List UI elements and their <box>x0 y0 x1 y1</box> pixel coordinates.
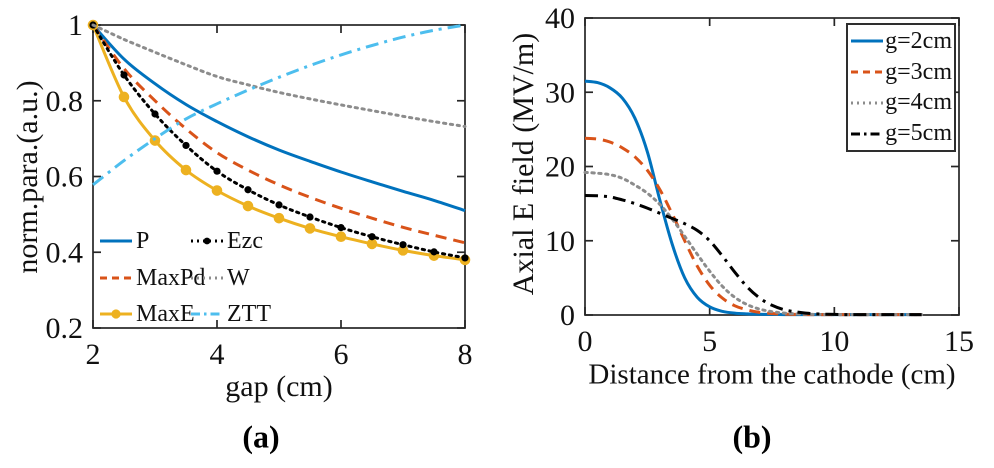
series-marker-MaxE <box>335 231 347 243</box>
series-marker-MaxE <box>149 135 161 146</box>
legend-item-P: P <box>99 223 149 259</box>
series-marker-Ezc <box>337 224 345 232</box>
y-tick-label-b: 30 <box>545 76 575 109</box>
series-line-W <box>91 23 467 128</box>
y-tick-label-b: 10 <box>545 225 575 258</box>
legend-label-W: W <box>227 264 250 291</box>
legend-sample-MaxE <box>100 309 132 319</box>
legend-b: g=2cm g=3cm g=4cm g=5cm <box>846 23 956 152</box>
legend-label-MaxPd: MaxPd <box>136 264 206 291</box>
legend-item-ZTT: ZTT <box>190 296 271 332</box>
caption-a: (a) <box>242 418 280 455</box>
legend-item-g=3cm: g=3cm <box>850 57 952 87</box>
legend-item-Ezc: Ezc <box>190 223 263 259</box>
y-axis-label-b: Axial E field (MV/m) <box>507 32 540 296</box>
legend-sample-g=3cm <box>851 70 883 74</box>
legend-sample-P <box>100 239 132 243</box>
plot-area-a: 2 4 6 8 0.2 0.4 0.6 0.8 1 <box>46 9 473 371</box>
y-tick-label-a: 0.8 <box>46 85 84 118</box>
legend-label-g=5cm: g=5cm <box>885 120 952 147</box>
series-marker-Ezc <box>399 241 407 249</box>
legend-label-P: P <box>136 227 150 254</box>
series-marker-MaxE <box>273 212 285 224</box>
x-tick-label-b: 15 <box>944 325 974 358</box>
series-line-ZTT <box>92 23 466 186</box>
y-tick-label-a: 0.2 <box>46 312 84 345</box>
legend-item-MaxPd: MaxPd <box>99 260 205 296</box>
series-marker-Ezc <box>182 141 190 150</box>
series-marker-Ezc <box>430 248 438 256</box>
x-tick-label-b: 10 <box>819 325 849 358</box>
series-marker-Ezc <box>368 233 376 241</box>
legend-item-g=2cm: g=2cm <box>850 26 952 56</box>
series-marker-MaxE <box>242 200 254 212</box>
y-tick-label-a: 0.4 <box>46 236 84 269</box>
legend-item-MaxE: MaxE <box>99 296 195 332</box>
y-tick-label-a: 0.6 <box>46 161 84 194</box>
series-marker-Ezc <box>213 167 221 175</box>
legend-label-MaxE: MaxE <box>136 300 195 327</box>
legend-label-g=2cm: g=2cm <box>885 27 952 54</box>
series-line-P <box>91 23 466 213</box>
legend-sample-marker-Ezc <box>203 237 211 245</box>
plot-area-b: 0 5 10 15 0 10 20 30 40 <box>545 2 974 358</box>
legend-sample-g=4cm <box>851 101 883 105</box>
legend-sample-ZTT <box>191 312 223 316</box>
legend-sample-marker-MaxE <box>111 309 121 319</box>
legend-sample-W <box>191 276 223 280</box>
series-marker-Ezc <box>244 186 252 194</box>
legend-label-Ezc: Ezc <box>227 227 263 254</box>
series-marker-Ezc <box>461 254 469 262</box>
series-marker-Ezc <box>120 71 128 79</box>
x-tick-label-a: 6 <box>334 338 349 371</box>
series-marker-Ezc <box>275 201 283 209</box>
series-line-g=3cm <box>584 136 922 317</box>
series-marker-MaxE <box>366 238 378 250</box>
series-marker-Ezc <box>306 213 314 221</box>
x-tick-label-b: 5 <box>702 325 717 358</box>
legend-label-g=4cm: g=4cm <box>885 89 952 116</box>
y-tick-label-b: 0 <box>560 299 575 332</box>
series-marker-MaxE <box>304 223 316 234</box>
y-tick-label-b: 40 <box>545 2 575 35</box>
y-axis-label-a: norm.para.(a.u.) <box>11 80 44 274</box>
legend-sample-g=5cm <box>851 132 883 136</box>
x-tick-label-a: 4 <box>210 338 225 371</box>
series-line-g=5cm <box>584 194 922 317</box>
legend-sample-Ezc <box>191 237 223 245</box>
series-marker-MaxE <box>180 164 192 176</box>
x-tick-label-a: 8 <box>458 338 473 371</box>
legend-item-g=5cm: g=5cm <box>850 119 952 149</box>
caption-b: (b) <box>732 418 772 455</box>
x-tick-label-b: 0 <box>578 325 593 358</box>
legend-label-g=3cm: g=3cm <box>885 58 952 85</box>
legend-item-W: W <box>190 260 250 296</box>
legend-sample-MaxPd <box>100 276 132 280</box>
x-axis-label-b: Distance from the cathode (cm) <box>588 358 956 391</box>
series-marker-MaxE <box>118 91 130 103</box>
legend-label-ZTT: ZTT <box>227 300 271 327</box>
legend-sample-g=2cm <box>851 39 883 43</box>
x-axis-label-a: gap (cm) <box>225 370 333 403</box>
series-marker-Ezc <box>151 110 159 118</box>
y-tick-label-a: 1 <box>68 9 83 42</box>
y-tick-label-b: 20 <box>545 151 575 184</box>
series-marker-MaxE <box>211 185 223 196</box>
legend-item-g=4cm: g=4cm <box>850 88 952 118</box>
series-line-MaxPd <box>91 24 466 245</box>
x-tick-label-a: 2 <box>86 338 101 371</box>
